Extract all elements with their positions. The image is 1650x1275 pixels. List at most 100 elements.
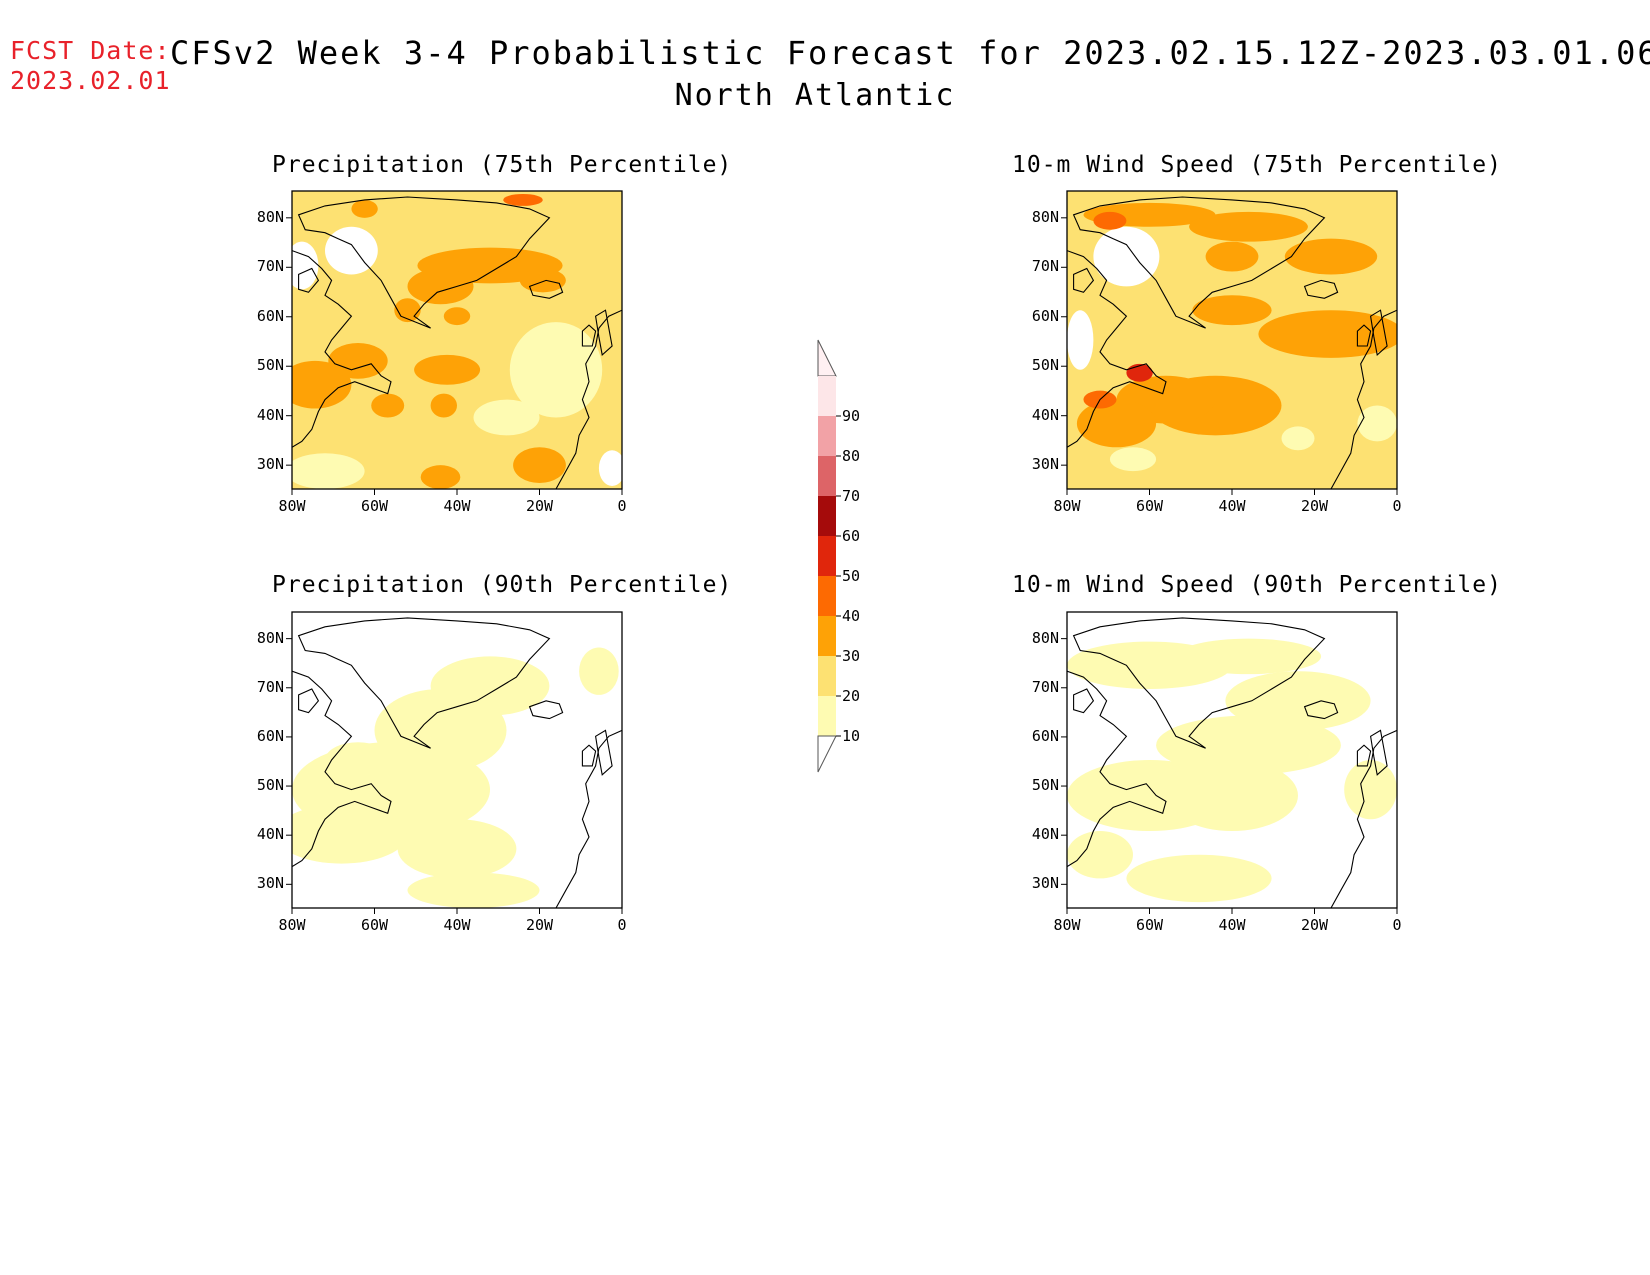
lat-label: 50N <box>1031 776 1059 795</box>
probability-contour <box>430 393 457 418</box>
probability-contour <box>1192 295 1272 326</box>
coastline <box>1067 250 1167 448</box>
probability-contour <box>325 226 378 275</box>
probability-contour <box>351 199 378 218</box>
probability-contour <box>598 450 622 487</box>
coastline <box>1073 267 1095 293</box>
lon-label: 80W <box>1053 497 1081 515</box>
lon-label: 40W <box>1218 497 1246 515</box>
coastline <box>1330 309 1397 489</box>
map-panel-precip-90 <box>286 611 623 914</box>
colorbar-swatch <box>818 376 836 416</box>
probability-contour <box>292 804 408 864</box>
probability-contour <box>1189 211 1308 242</box>
colorbar-label: 70 <box>842 487 861 505</box>
colorbar-label: 60 <box>842 527 861 545</box>
lat-label: 60N <box>256 306 284 325</box>
lat-label: 70N <box>256 257 284 276</box>
lon-label: 60W <box>360 916 389 934</box>
lat-label: 60N <box>256 726 284 745</box>
coastline <box>528 700 564 720</box>
map-panel-wind-90 <box>1061 611 1398 914</box>
coastline <box>1072 617 1326 749</box>
probability-contour <box>579 647 619 695</box>
lon-label: 20W <box>525 916 554 934</box>
colorbar-swatch <box>818 576 836 616</box>
fcst-date-label: FCST Date: <box>10 36 171 65</box>
probability-contour <box>503 193 543 206</box>
probability-contour <box>292 241 319 290</box>
lon-label: 40W <box>443 497 471 515</box>
lon-label: 0 <box>1392 497 1402 515</box>
coastline <box>581 744 597 767</box>
colorbar-swatch <box>818 536 836 576</box>
coastline <box>1072 196 1326 329</box>
coastline <box>297 617 551 749</box>
lat-label: 40N <box>1031 825 1059 844</box>
probability-contour <box>1126 854 1272 903</box>
colorbar-label: 20 <box>842 687 861 705</box>
coastline <box>298 267 320 293</box>
probability-contour <box>473 399 540 436</box>
probability-contour <box>1067 310 1094 370</box>
coastline <box>1073 688 1095 714</box>
coastline <box>1067 670 1167 868</box>
colorbar-swatch <box>818 456 836 496</box>
panel-title-wind-75: 10-m Wind Speed (75th Percentile) <box>1012 152 1502 178</box>
probability-contour <box>414 354 481 385</box>
lon-label: 20W <box>525 497 554 515</box>
probability-contour <box>1076 399 1157 448</box>
lat-label: 30N <box>256 455 284 474</box>
lat-label: 50N <box>256 776 284 795</box>
lat-label: 60N <box>1031 726 1059 745</box>
probability-contour <box>371 393 405 418</box>
lat-label: 80N <box>1031 207 1059 226</box>
lon-label: 40W <box>443 916 471 934</box>
figure-title: CFSv2 Week 3-4 Probabilistic Forecast fo… <box>170 34 1650 72</box>
lat-label: 40N <box>256 825 284 844</box>
lon-label: 20W <box>1300 916 1329 934</box>
probability-contour <box>519 268 566 293</box>
colorbar <box>817 339 841 773</box>
coastline <box>1356 744 1372 767</box>
panel-title-precip-90: Precipitation (90th Percentile) <box>272 572 733 598</box>
region-title: North Atlantic <box>674 78 956 113</box>
lat-label: 80N <box>256 207 284 226</box>
lon-label: 60W <box>1135 497 1164 515</box>
lat-label: 80N <box>256 628 284 647</box>
colorbar-top-cap <box>817 339 837 377</box>
probability-contour <box>1281 426 1315 451</box>
lat-label: 50N <box>1031 356 1059 375</box>
colorbar-label: 10 <box>842 727 861 745</box>
probability-contour <box>1205 241 1259 272</box>
probability-contour <box>1175 638 1322 675</box>
lon-label: 60W <box>360 497 389 515</box>
colorbar-swatch <box>818 696 836 736</box>
coastline <box>1303 700 1339 720</box>
lon-label: 40W <box>1218 916 1246 934</box>
probability-contour <box>407 872 540 908</box>
colorbar-swatch <box>818 416 836 456</box>
map-panel-wind-75 <box>1061 190 1398 495</box>
coastline <box>555 309 622 489</box>
lon-label: 80W <box>278 916 306 934</box>
lat-label: 70N <box>1031 257 1059 276</box>
probability-contour <box>1093 226 1160 287</box>
fcst-date-value: 2023.02.01 <box>10 66 171 95</box>
probability-contour <box>292 453 365 489</box>
colorbar-label: 90 <box>842 407 861 425</box>
probability-contour <box>430 656 550 716</box>
probability-contour <box>513 447 566 484</box>
lat-label: 30N <box>256 874 284 893</box>
probability-contour <box>1284 238 1378 275</box>
lon-label: 0 <box>1392 916 1402 934</box>
colorbar-swatch <box>818 656 836 696</box>
panel-title-wind-90: 10-m Wind Speed (90th Percentile) <box>1012 572 1502 598</box>
probability-contour <box>1109 447 1157 472</box>
lat-label: 80N <box>1031 628 1059 647</box>
lat-label: 70N <box>256 677 284 696</box>
probability-contour <box>509 322 603 418</box>
probability-contour <box>420 465 461 489</box>
coastline <box>1330 729 1397 908</box>
